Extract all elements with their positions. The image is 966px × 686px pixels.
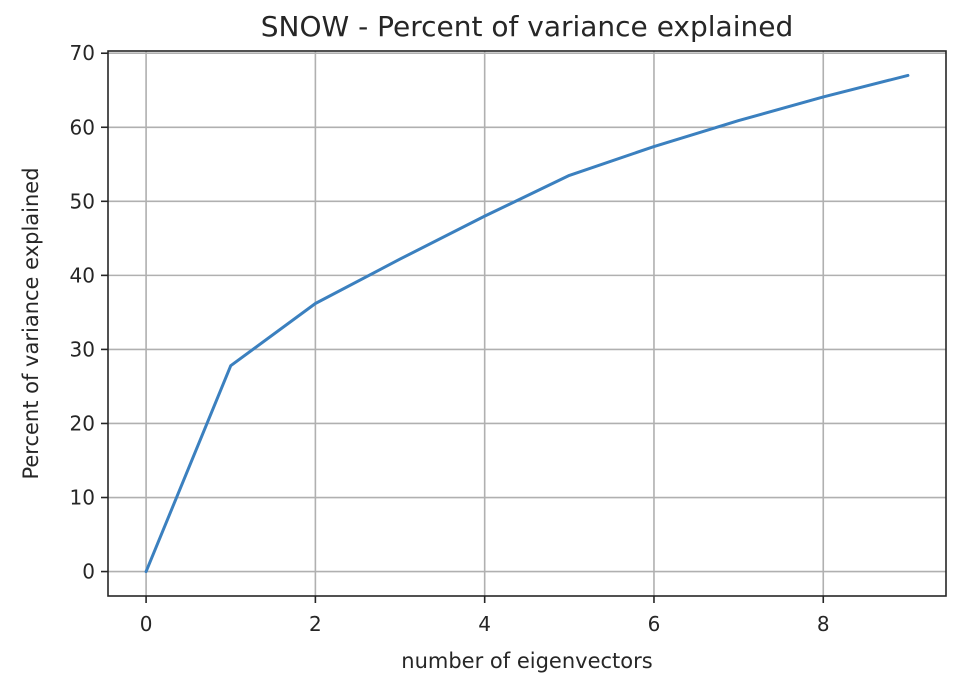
x-tick-label: 0 xyxy=(140,612,153,636)
chart-title: SNOW - Percent of variance explained xyxy=(261,10,793,43)
y-tick-labels: 0 10 20 30 40 50 60 70 xyxy=(70,41,95,583)
series-line xyxy=(144,73,910,574)
x-tick-label: 6 xyxy=(648,612,661,636)
x-tick-labels: 0 2 4 6 8 xyxy=(140,612,830,636)
x-tick-label: 8 xyxy=(817,612,830,636)
x-tick-label: 4 xyxy=(478,612,491,636)
x-tick-label: 2 xyxy=(309,612,322,636)
tick-marks xyxy=(101,52,825,603)
y-tick-label: 30 xyxy=(70,337,95,361)
y-tick-label: 20 xyxy=(70,411,95,435)
series-layer xyxy=(144,73,910,574)
plot-area-frame xyxy=(107,50,947,597)
y-tick-label: 0 xyxy=(82,560,95,584)
x-axis-label: number of eigenvectors xyxy=(401,649,652,673)
grid xyxy=(108,51,946,596)
y-axis-label: Percent of variance explained xyxy=(19,167,43,479)
y-tick-label: 10 xyxy=(70,486,95,510)
y-tick-label: 40 xyxy=(70,263,95,287)
y-tick-label: 60 xyxy=(70,115,95,139)
y-tick-label: 70 xyxy=(70,41,95,65)
y-tick-label: 50 xyxy=(70,189,95,213)
